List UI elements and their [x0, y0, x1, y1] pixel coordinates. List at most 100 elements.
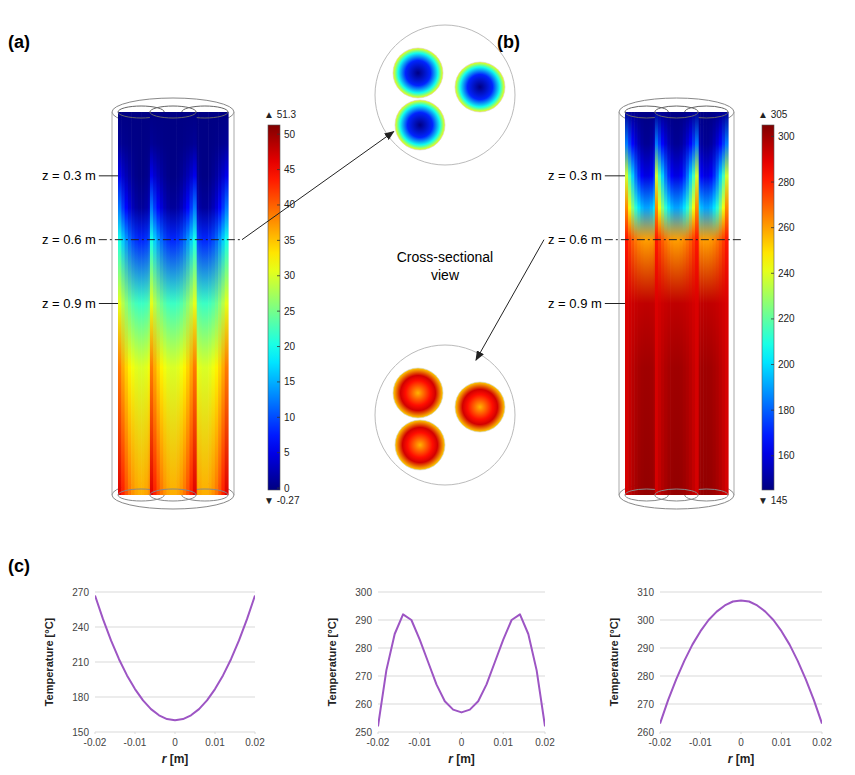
line-chart: (c)150180210240270-0.02-0.0100.010.02r [… [8, 556, 265, 766]
x-axis-title: r [m] [728, 752, 755, 766]
colorbar-min-label: ▼ -0.27 [264, 495, 300, 506]
colorbar-tick [277, 240, 280, 241]
x-tick-label: -0.01 [689, 737, 712, 748]
colorbar-tick-label: 260 [778, 222, 795, 233]
colorbar-tick [277, 275, 280, 276]
plot-area [95, 596, 255, 721]
x-tick-label: 0.01 [772, 737, 792, 748]
field-panel: (a)z = 0.3 mz = 0.6 mz = 0.9 m0510152025… [8, 25, 515, 509]
y-tick-label: 180 [72, 692, 89, 703]
colorbar-tick-label: 300 [778, 131, 795, 142]
cross-section-outline [375, 25, 515, 165]
y-tick-label: 290 [355, 615, 372, 626]
grid-line [660, 704, 822, 705]
annotation-line: Cross-sectional [397, 249, 493, 265]
colorbar-tick-label: 50 [284, 129, 296, 140]
colorbar-tick-label: 15 [284, 376, 296, 387]
colorbar-tick-label: 180 [778, 405, 795, 416]
z-tick [99, 175, 118, 176]
x-tick-label: 0.01 [205, 737, 225, 748]
colorbar-tick-label: 45 [284, 164, 296, 175]
grid-line [95, 627, 255, 628]
section-line [99, 239, 242, 240]
cross-section-tube [395, 100, 445, 150]
y-tick-label: 270 [72, 587, 89, 598]
x-tick [215, 732, 216, 734]
colorbar-tick [771, 136, 774, 137]
colorbar-tick [771, 227, 774, 228]
tube-slice [118, 112, 165, 495]
x-tick [378, 732, 379, 734]
z-tick [605, 175, 625, 176]
colorbar-tick [771, 364, 774, 365]
x-tick-label: -0.02 [649, 737, 672, 748]
annotation-line: view [431, 267, 460, 283]
colorbar-tick-label: 20 [284, 341, 296, 352]
x-tick-label: 0.02 [245, 737, 265, 748]
section-arrow [242, 132, 394, 240]
temperature-line [95, 596, 255, 721]
colorbar-tick [771, 455, 774, 456]
z-tick-label: z = 0.9 m [548, 296, 602, 311]
y-tick-label: 290 [637, 643, 654, 654]
tube-bottom [150, 489, 196, 501]
y-tick-label: 270 [637, 699, 654, 710]
colorbar-tick-label: 10 [284, 412, 296, 423]
colorbar-min-label: ▼ 145 [758, 495, 788, 506]
grid-line [660, 620, 822, 621]
x-axis-title: r [m] [162, 752, 189, 766]
tube-slice [625, 112, 669, 495]
x-tick-label: 0 [738, 737, 744, 748]
tube-strip [695, 112, 699, 495]
y-axis-title: Temperature [°C] [326, 617, 338, 706]
tube-strip [725, 112, 729, 495]
cylinder-side [234, 112, 235, 495]
y-tick-label: 240 [72, 622, 89, 633]
tube-bottom [655, 489, 698, 501]
colorbar-tick [277, 204, 280, 205]
colorbar-tick-label: 5 [284, 447, 290, 458]
figure: (a)z = 0.3 mz = 0.6 mz = 0.9 m0510152025… [0, 0, 855, 775]
cross-section-outline [375, 345, 515, 485]
x-tick-label: 0.02 [535, 737, 555, 748]
z-tick-label: z = 0.3 m [42, 168, 96, 183]
grid-line [378, 592, 545, 593]
x-tick-label: -0.02 [84, 737, 107, 748]
z-tick [99, 303, 118, 304]
section-line [605, 239, 742, 240]
x-tick [700, 732, 701, 734]
colorbar-tick [771, 182, 774, 183]
x-tick-label: 0.02 [812, 737, 832, 748]
line-chart: 260270280290300310-0.02-0.0100.010.02r [… [608, 587, 832, 767]
x-tick-label: -0.01 [124, 737, 147, 748]
x-axis-title-part: [m] [453, 752, 475, 766]
y-tick-label: 280 [355, 643, 372, 654]
tube-slice [685, 112, 729, 495]
temperature-line [378, 614, 545, 726]
colorbar-tick [277, 381, 280, 382]
plot-area [660, 600, 822, 723]
y-tick-label: 150 [72, 727, 89, 738]
z-tick [605, 303, 625, 304]
colorbar-tick-label: 35 [284, 235, 296, 246]
cross-section-tube [393, 368, 443, 418]
colorbar-tick [771, 410, 774, 411]
colorbar-tick [277, 346, 280, 347]
x-axis-title: r [m] [448, 752, 475, 766]
grid-line [660, 648, 822, 649]
z-tick-label: z = 0.9 m [42, 296, 96, 311]
grid-line [378, 620, 545, 621]
y-tick-label: 260 [355, 699, 372, 710]
y-tick-label: 300 [355, 587, 372, 598]
grid-line [378, 704, 545, 705]
colorbar-tick [771, 273, 774, 274]
z-tick-label: z = 0.3 m [548, 168, 602, 183]
section-arrow [476, 240, 544, 360]
x-tick-label: -0.01 [408, 737, 431, 748]
grid-line [660, 676, 822, 677]
x-tick-label: -0.02 [367, 737, 390, 748]
tube-slice [655, 112, 699, 495]
x-tick [95, 732, 96, 734]
colorbar [268, 125, 280, 490]
x-tick [822, 732, 823, 734]
